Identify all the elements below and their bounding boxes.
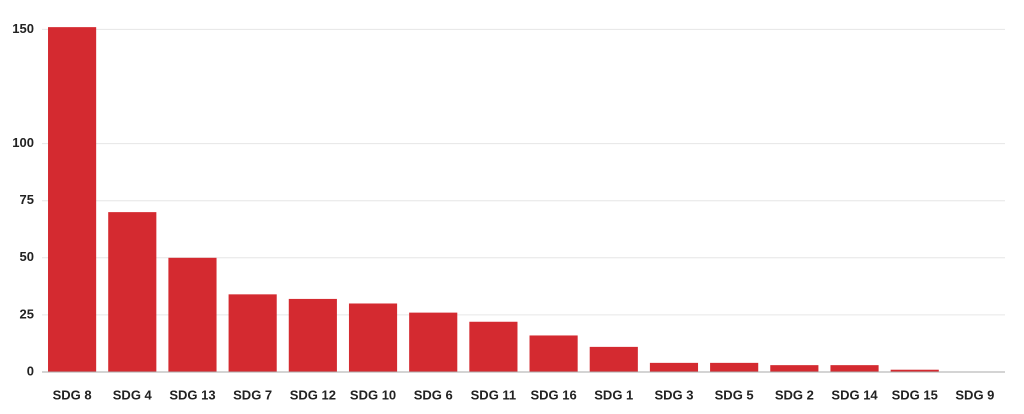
bar xyxy=(108,212,157,372)
y-tick-label: 25 xyxy=(20,306,34,321)
bar xyxy=(48,27,97,372)
bar xyxy=(168,257,217,372)
bar xyxy=(710,362,759,372)
x-tick-label: SDG 16 xyxy=(530,387,576,402)
x-tick-label: SDG 5 xyxy=(715,387,754,402)
bar xyxy=(589,346,638,372)
y-tick-label: 50 xyxy=(20,249,34,264)
bar xyxy=(770,365,819,372)
x-tick-label: SDG 13 xyxy=(169,387,215,402)
x-tick-label: SDG 14 xyxy=(831,387,878,402)
x-tick-label: SDG 12 xyxy=(290,387,336,402)
bar xyxy=(469,321,518,372)
bar xyxy=(228,294,277,372)
x-tick-label: SDG 15 xyxy=(892,387,938,402)
x-tick-label: SDG 7 xyxy=(233,387,272,402)
bar xyxy=(348,303,398,372)
y-tick-label: 150 xyxy=(12,21,34,36)
x-tick-label: SDG 3 xyxy=(654,387,693,402)
bar xyxy=(529,335,578,372)
x-tick-label: SDG 1 xyxy=(594,387,633,402)
x-tick-label: SDG 11 xyxy=(471,387,517,402)
bar xyxy=(890,369,939,372)
x-tick-label: SDG 2 xyxy=(775,387,814,402)
x-tick-label: SDG 6 xyxy=(414,387,453,402)
x-tick-label: SDG 10 xyxy=(350,387,396,402)
y-tick-label: 100 xyxy=(12,135,34,150)
y-tick-label: 75 xyxy=(20,192,34,207)
x-tick-label: SDG 8 xyxy=(53,387,92,402)
bar xyxy=(288,298,337,372)
x-tick-label: SDG 9 xyxy=(955,387,994,402)
bar xyxy=(830,365,879,372)
x-tick-label: SDG 4 xyxy=(113,387,153,402)
y-tick-label: 0 xyxy=(27,363,34,378)
bar xyxy=(649,362,699,372)
bar xyxy=(409,312,458,372)
